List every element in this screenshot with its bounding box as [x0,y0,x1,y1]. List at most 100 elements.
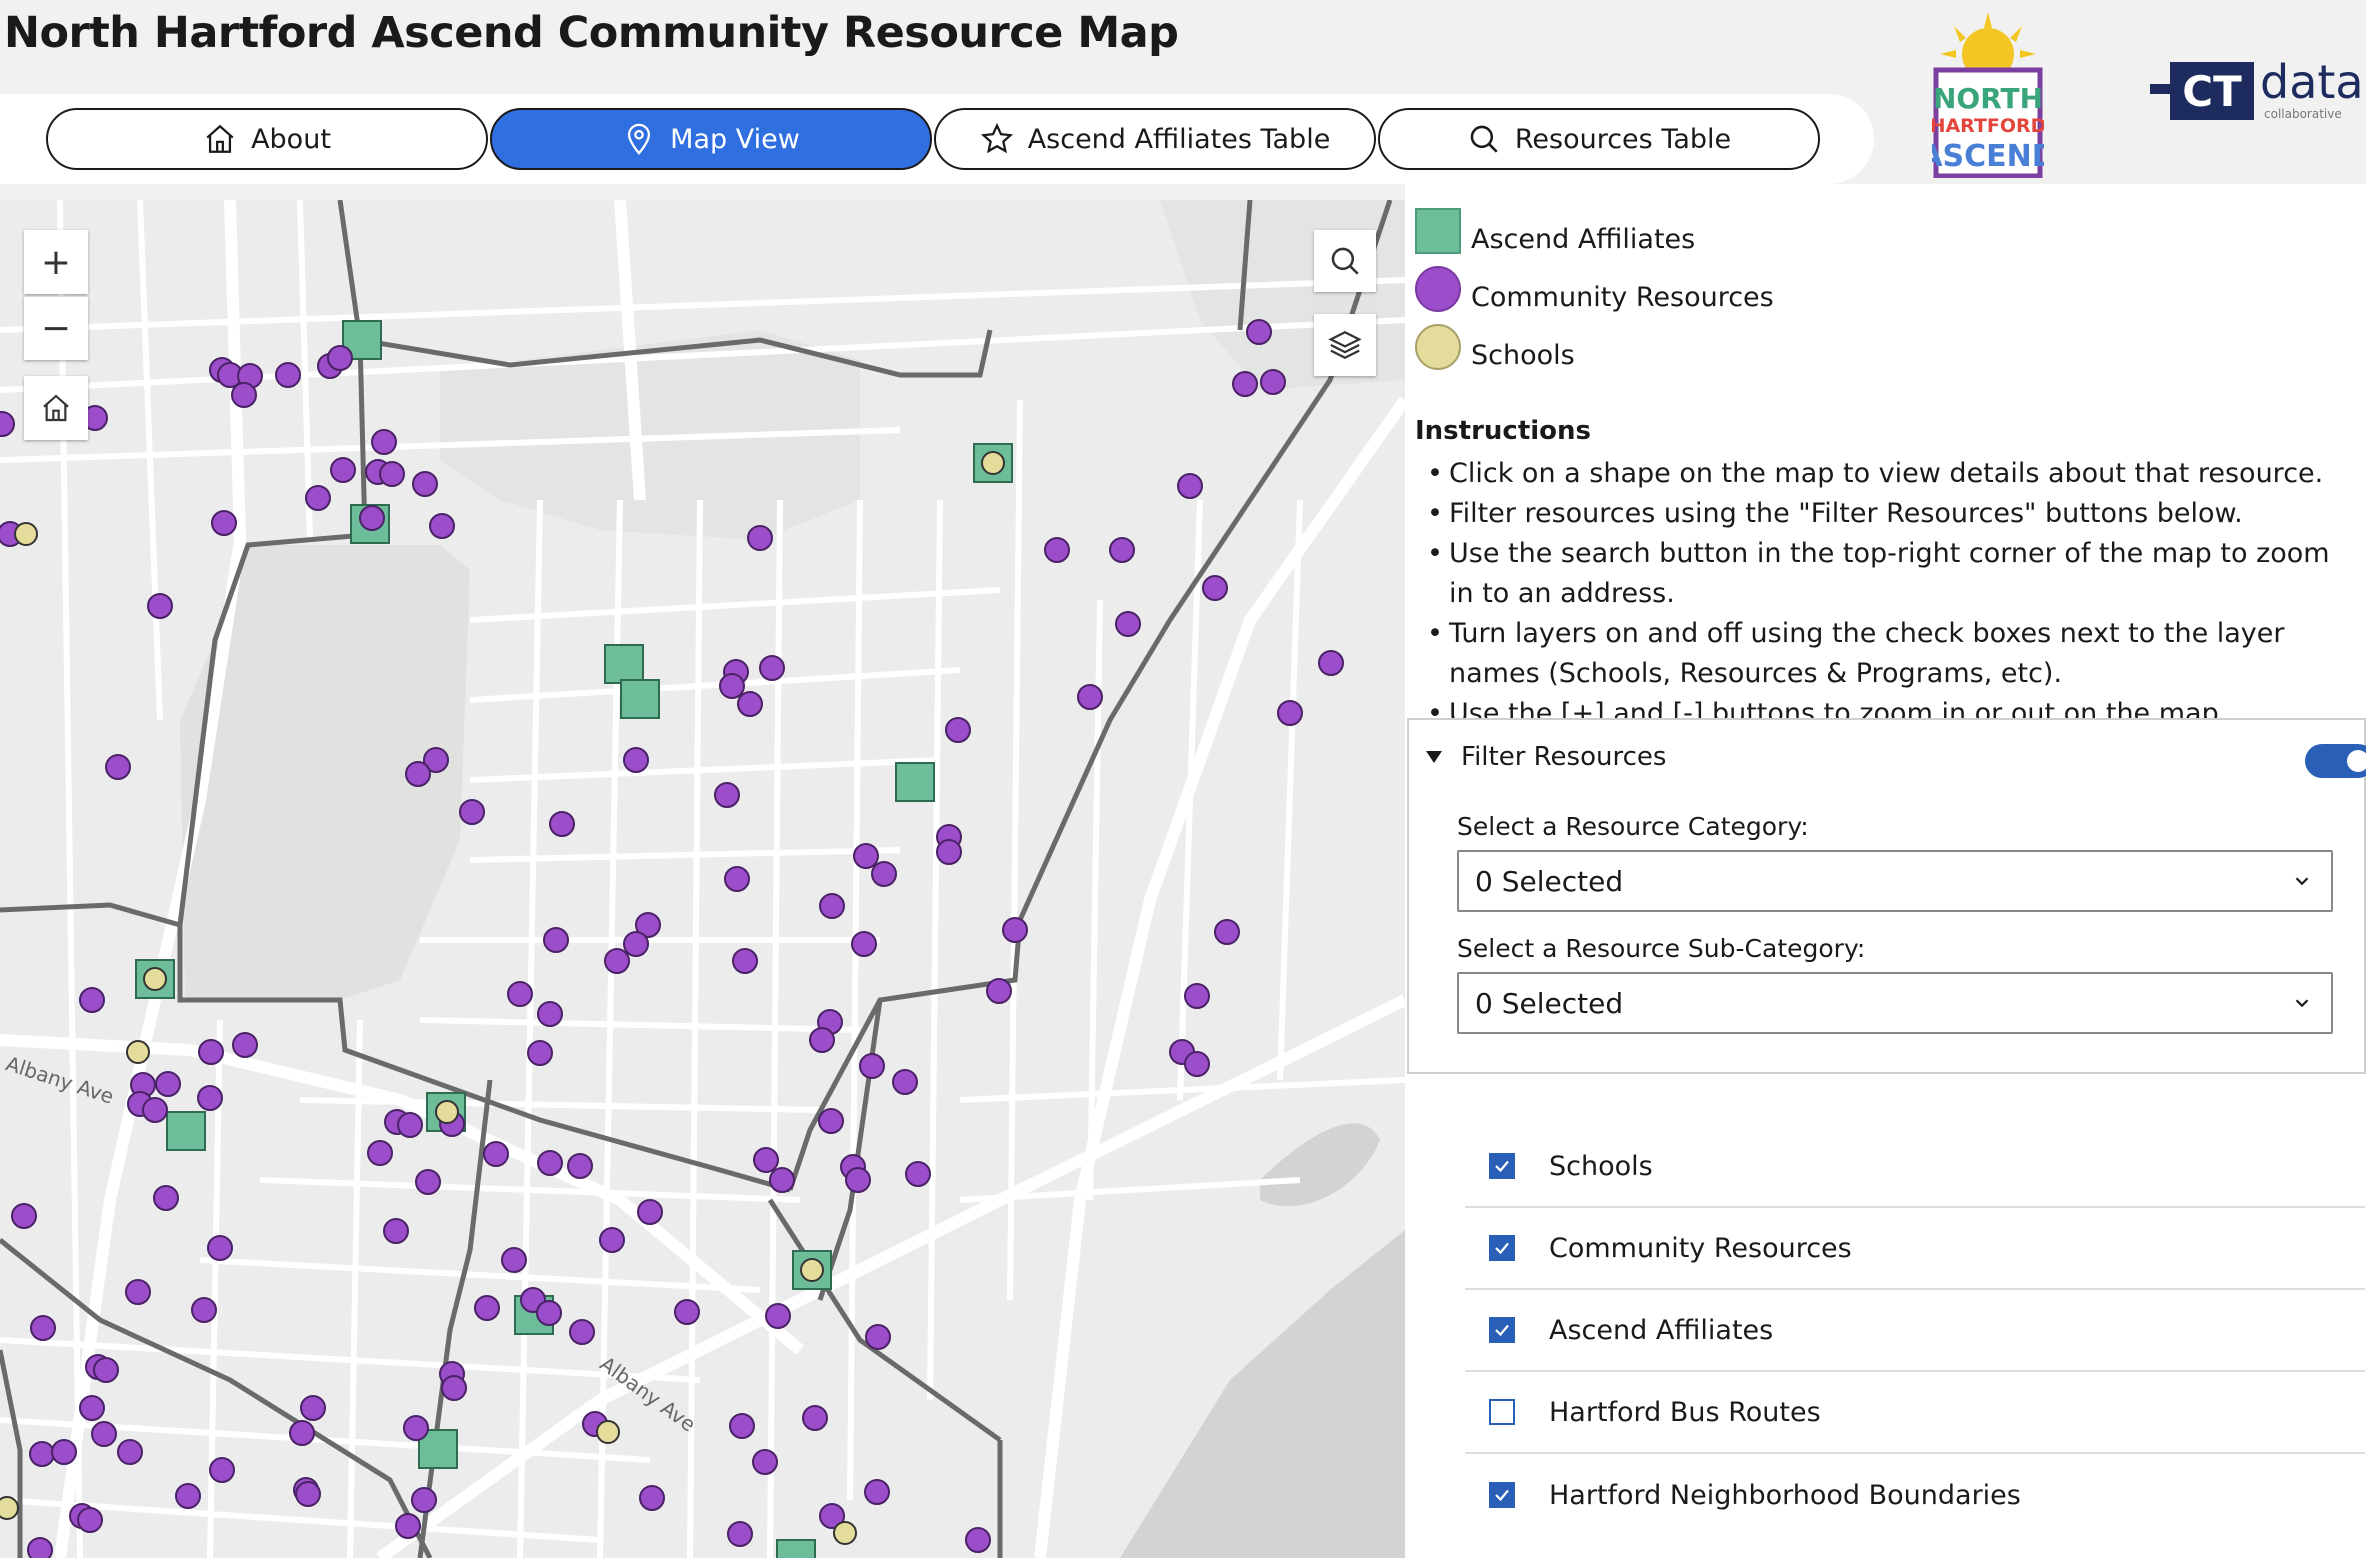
layer-row-schools[interactable]: Schools [1465,1126,2365,1208]
resource-marker [1077,684,1103,710]
filter-resources-header[interactable]: Filter Resources [1425,742,1666,772]
layer-checkbox-community-resources[interactable] [1489,1235,1515,1261]
resource-marker [403,1415,429,1441]
resource-marker [289,1420,315,1446]
layer-checkbox-schools[interactable] [1489,1153,1515,1179]
resource-marker [818,1108,844,1134]
resource-marker [753,1147,779,1173]
resource-marker [1232,371,1258,397]
school-markers[interactable] [0,451,1005,1545]
tab-about[interactable]: About [46,108,488,170]
resource-marker [79,987,105,1013]
layer-checkbox-bus-routes[interactable] [1489,1399,1515,1425]
layer-row-neighborhood-boundaries[interactable]: Hartford Neighborhood Boundaries [1465,1454,2365,1536]
legend-label: Schools [1471,340,1575,371]
map-canvas[interactable] [0,200,1405,1558]
layer-checkbox-ascend-affiliates[interactable] [1489,1317,1515,1343]
affiliate-marker [776,1539,816,1558]
tab-resources-table[interactable]: Resources Table [1378,108,1820,170]
resource-marker [1277,700,1303,726]
resource-marker [1318,650,1344,676]
resource-marker [175,1483,201,1509]
resource-marker [147,593,173,619]
map-search-button[interactable] [1314,230,1376,292]
layer-row-ascend-affiliates[interactable]: Ascend Affiliates [1465,1290,2365,1372]
resource-marker [719,673,745,699]
resource-marker [1260,369,1286,395]
school-marker [0,1496,19,1520]
resource-marker [1184,1051,1210,1077]
tab-map-view[interactable]: Map View [490,108,932,170]
resource-marker [405,761,431,787]
resource-marker [207,1235,233,1261]
resource-marker [1214,919,1240,945]
chevron-down-icon [2295,999,2309,1008]
legend-label: Ascend Affiliates [1471,224,1696,255]
resource-marker [441,1375,467,1401]
pond [1260,1123,1380,1207]
river [1120,1230,1405,1558]
resource-marker [327,345,353,371]
major-roads [0,200,1405,1558]
resource-marker [549,811,575,837]
resource-marker [395,1513,421,1539]
resource-marker [330,457,356,483]
resource-marker [737,691,763,717]
category-select[interactable]: 0 Selected [1457,850,2333,912]
resource-marker [759,655,785,681]
resource-marker [802,1405,828,1431]
resource-marker [155,1071,181,1097]
park-area [180,545,470,1000]
resource-marker [142,1097,168,1123]
home-extent-button[interactable] [24,376,88,440]
resource-marker [367,1140,393,1166]
school-marker [126,1040,150,1064]
zoom-in-button[interactable]: + [24,230,88,294]
chevron-down-icon [2295,877,2309,886]
affiliate-marker [620,679,660,719]
park-area [440,330,860,540]
side-panel: Ascend Affiliates Community Resources Sc… [1405,184,2366,1558]
zoom-out-button[interactable]: − [24,296,88,360]
resource-marker [599,1227,625,1253]
resource-marker [604,948,630,974]
resource-marker [93,1357,119,1383]
resource-marker [379,461,405,487]
layer-row-bus-routes[interactable]: Hartford Bus Routes [1465,1372,2365,1454]
home-icon [43,394,69,422]
resource-marker [732,948,758,974]
resource-marker [397,1112,423,1138]
resource-marker [1115,611,1141,637]
page-title: North Hartford Ascend Community Resource… [4,8,1179,58]
layer-row-community-resources[interactable]: Community Resources [1465,1208,2365,1290]
layer-checkbox-neighborhood-boundaries[interactable] [1489,1482,1515,1508]
school-marker [596,1420,620,1444]
resource-marker [27,1537,53,1558]
resource-marker [209,1457,235,1483]
resource-marker [474,1295,500,1321]
subcategory-select[interactable]: 0 Selected [1457,972,2333,1034]
resource-marker [851,931,877,957]
resource-marker [1177,473,1203,499]
resource-marker [507,981,533,1007]
layers-button[interactable] [1314,314,1376,376]
checkmark-icon [1495,1160,1509,1173]
resource-marker [752,1449,778,1475]
resource-marker [232,1032,258,1058]
resource-marker [153,1185,179,1211]
resource-marker [1109,537,1135,563]
checkmark-icon [1495,1324,1509,1337]
resource-marker [117,1439,143,1465]
resource-marker [871,861,897,887]
resource-marker [727,1521,753,1547]
filter-toggle-switch[interactable] [2305,744,2366,778]
resource-marker [1202,575,1228,601]
layer-label: Schools [1549,1150,1653,1182]
tab-ascend-affiliates-table[interactable]: Ascend Affiliates Table [934,108,1376,170]
resource-markers[interactable] [0,319,1344,1558]
resource-marker [91,1421,117,1447]
resource-marker [729,1413,755,1439]
map-view[interactable]: Albany Ave Albany Ave + − [0,200,1405,1558]
resource-marker [637,1199,663,1225]
resource-marker [527,1040,553,1066]
